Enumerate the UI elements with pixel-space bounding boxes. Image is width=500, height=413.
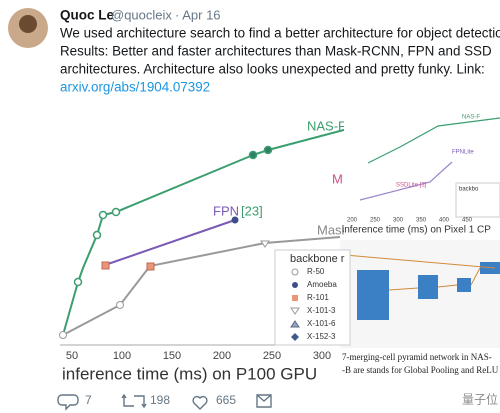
diagram-block bbox=[357, 270, 389, 320]
avatar-face bbox=[19, 15, 37, 33]
nas-markers bbox=[73, 145, 273, 287]
retweet-icon[interactable] bbox=[121, 393, 147, 409]
fpn-label: FPN bbox=[213, 203, 239, 218]
diagram-edges bbox=[344, 254, 496, 291]
nas-label: NAS-F bbox=[307, 118, 346, 133]
tweet-image[interactable]: NAS-F FPN [23] Mask 50 100 150 200 250 3… bbox=[59, 100, 500, 383]
mask-marker bbox=[260, 240, 270, 248]
message-icon[interactable] bbox=[256, 394, 272, 408]
inset-legend-title: backbo bbox=[459, 187, 479, 193]
mask-label: Mask bbox=[317, 222, 349, 237]
inset-m-label: M bbox=[332, 171, 343, 186]
reply-icon[interactable] bbox=[57, 394, 79, 411]
legend-entry: R-101 bbox=[307, 293, 329, 302]
inset-tick: 350 bbox=[416, 218, 427, 224]
mask-marker bbox=[116, 301, 124, 309]
tweet-text: architectures. Architecture also looks u… bbox=[60, 62, 485, 77]
x-tick-label: 200 bbox=[213, 350, 231, 362]
fpn-ref: [23] bbox=[241, 203, 263, 218]
inset-legend bbox=[455, 182, 500, 218]
inset-fpn-label: FPNLite bbox=[452, 150, 474, 156]
legend bbox=[274, 249, 351, 346]
x-tick-label: 250 bbox=[263, 350, 281, 362]
inset-tick: 250 bbox=[370, 218, 381, 224]
x-tick-label: 50 bbox=[66, 350, 78, 362]
tweet-date[interactable]: · Apr 16 bbox=[175, 7, 221, 22]
tweet-text: Results: Better and faster architectures… bbox=[60, 44, 492, 59]
fpn-marker bbox=[231, 216, 239, 224]
like-count: 665 bbox=[216, 393, 236, 407]
caption: -B are stands for Global Pooling and ReL… bbox=[342, 365, 499, 375]
mask-marker bbox=[59, 331, 67, 339]
inset-ssd-label: SSDLite [3] bbox=[396, 183, 427, 189]
legend-entry: Amoeba bbox=[307, 280, 337, 289]
legend-entry: X-101-3 bbox=[307, 306, 336, 315]
legend-title: backbone r bbox=[290, 253, 345, 265]
legend-entry: R-50 bbox=[307, 267, 325, 276]
inset-tick: 450 bbox=[462, 218, 473, 224]
author-handle[interactable]: @quocleix bbox=[111, 7, 172, 22]
x-axis-title: inference time (ms) on P100 GPU bbox=[62, 364, 317, 383]
inset-fpn-line bbox=[359, 161, 453, 201]
reply-count: 7 bbox=[85, 393, 92, 407]
diagram-block bbox=[418, 275, 438, 299]
legend-entry: X-101-6 bbox=[307, 319, 336, 328]
inset-tick: 300 bbox=[393, 218, 404, 224]
inset-nas-line bbox=[367, 117, 500, 164]
x-tick-label: 100 bbox=[113, 350, 131, 362]
legend-entry: X-152-3 bbox=[307, 332, 336, 341]
x-tick-label: 150 bbox=[163, 350, 181, 362]
watermark: 量子位 bbox=[462, 392, 498, 407]
tweet-text: We used architecture search to find a be… bbox=[60, 26, 500, 41]
tweet-link[interactable]: arxiv.org/abs/1904.07392 bbox=[60, 80, 210, 95]
r101-markers bbox=[101, 261, 155, 271]
inset-tick: 200 bbox=[347, 218, 358, 224]
like-icon[interactable] bbox=[192, 395, 208, 410]
retweet-count: 198 bbox=[150, 393, 170, 407]
fpn-line bbox=[104, 219, 236, 266]
diagram-block bbox=[457, 278, 471, 292]
inset-tick: 400 bbox=[439, 218, 450, 224]
x-tick-label: 300 bbox=[313, 350, 331, 362]
inset-x-title: inference time (ms) on Pixel 1 CP bbox=[342, 225, 491, 236]
author-name[interactable]: Quoc Le bbox=[60, 8, 114, 23]
inset-nas-label: NAS-F bbox=[462, 115, 480, 121]
caption: 7-merging-cell pyramid network in NAS- bbox=[342, 352, 492, 362]
